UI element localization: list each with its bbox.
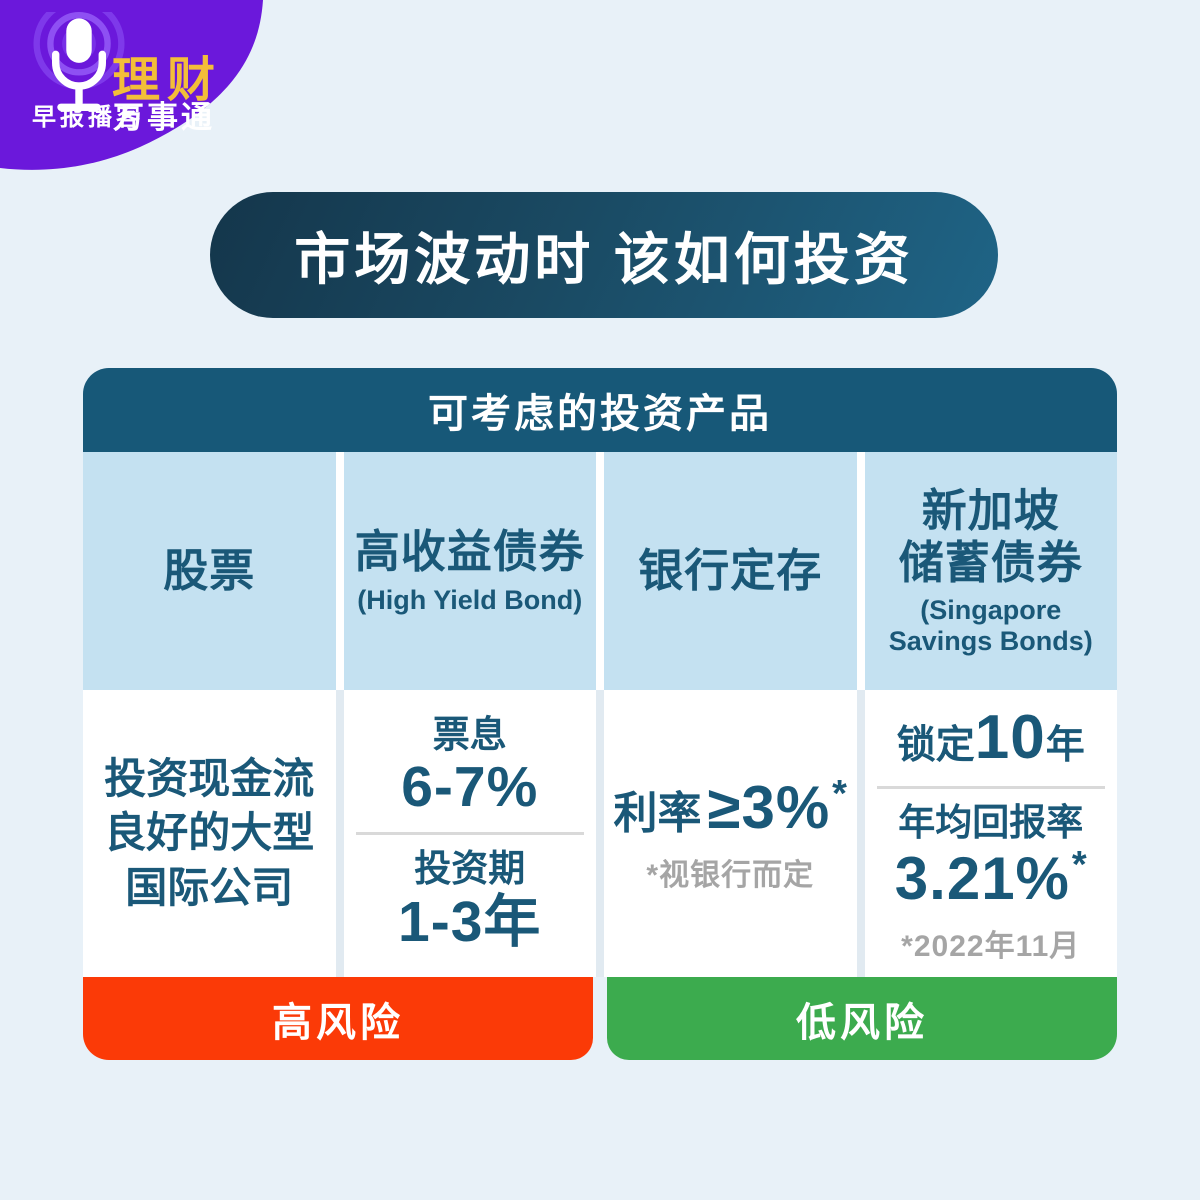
low-risk-label: 低风险 bbox=[796, 1000, 928, 1045]
column-title: 银行定存 bbox=[638, 544, 823, 596]
rate-note: *视银行而定 bbox=[646, 859, 815, 892]
microphone-icon bbox=[33, 12, 125, 111]
brand-logo: 理财 早报播客 万事通 bbox=[0, 0, 290, 185]
return-asterisk: * bbox=[1071, 844, 1087, 887]
rate-value: ≥3% bbox=[707, 774, 831, 841]
return-line: 3.21% * bbox=[895, 844, 1087, 913]
cell-stocks: 投资现金流 良好的大型 国际公司 bbox=[83, 690, 336, 977]
title-banner: 市场波动时 该如何投资 bbox=[210, 192, 998, 318]
column-subtitle: (High Yield Bond) bbox=[357, 584, 583, 615]
table-body-row: 投资现金流 良好的大型 国际公司 票息 6-7% 投资期 1-3年 利率 ≥3%… bbox=[83, 690, 1117, 977]
column-header-bank-deposit: 银行定存 bbox=[604, 452, 857, 690]
return-note: *2022年11月 bbox=[901, 930, 1081, 964]
return-label: 年均回报率 bbox=[898, 801, 1084, 843]
column-subtitle: (Singapore Savings Bonds) bbox=[888, 595, 1093, 657]
rate-label: 利率 bbox=[613, 789, 702, 838]
column-header-ssb: 新加坡 储蓄债券 (Singapore Savings Bonds) bbox=[864, 452, 1117, 690]
cell-high-yield-bond: 票息 6-7% 投资期 1-3年 bbox=[343, 690, 596, 977]
rate-line: 利率 ≥3% * bbox=[614, 773, 847, 842]
brand-subtitle: 早报播客 bbox=[32, 104, 144, 131]
divider bbox=[355, 832, 584, 835]
divider bbox=[876, 785, 1105, 789]
column-header-high-yield-bond: 高收益债券 (High Yield Bond) bbox=[343, 452, 596, 690]
column-header-stocks: 股票 bbox=[83, 452, 336, 690]
rate-asterisk: * bbox=[832, 773, 847, 815]
column-title: 新加坡 储蓄债券 bbox=[898, 484, 1083, 588]
column-title: 股票 bbox=[163, 544, 256, 596]
high-risk-label: 高风险 bbox=[272, 1000, 404, 1045]
lock-prefix: 锁定 bbox=[896, 723, 975, 767]
lock-value: 10 bbox=[974, 702, 1046, 772]
page-title: 市场波动时 该如何投资 bbox=[294, 227, 914, 291]
return-value: 3.21% bbox=[894, 845, 1070, 913]
period-label: 投资期 bbox=[414, 848, 526, 889]
period-value: 1-3年 bbox=[398, 889, 542, 954]
products-table: 可考虑的投资产品 股票 高收益债券 (High Yield Bond) 银行定存… bbox=[83, 368, 1117, 1060]
cell-bank-deposit: 利率 ≥3% * *视银行而定 bbox=[604, 690, 857, 977]
brand-name-bottom: 万事通 bbox=[113, 100, 215, 135]
column-title: 高收益债券 bbox=[354, 526, 585, 578]
lock-suffix: 年 bbox=[1045, 723, 1085, 767]
risk-row: 高风险 低风险 bbox=[83, 977, 1117, 1060]
coupon-label: 票息 bbox=[432, 713, 507, 755]
table-header: 可考虑的投资产品 bbox=[83, 368, 1117, 452]
brand-name-top: 理财 bbox=[112, 54, 223, 107]
lock-line: 锁定 10 年 bbox=[897, 702, 1085, 773]
stocks-description: 投资现金流 良好的大型 国际公司 bbox=[104, 754, 315, 911]
coupon-value: 6-7% bbox=[401, 755, 539, 820]
high-risk-badge: 高风险 bbox=[83, 977, 593, 1060]
cell-ssb: 锁定 10 年 年均回报率 3.21% * *2022年11月 bbox=[864, 690, 1117, 977]
low-risk-badge: 低风险 bbox=[607, 977, 1117, 1060]
column-header-row: 股票 高收益债券 (High Yield Bond) 银行定存 新加坡 储蓄债券… bbox=[83, 452, 1117, 690]
